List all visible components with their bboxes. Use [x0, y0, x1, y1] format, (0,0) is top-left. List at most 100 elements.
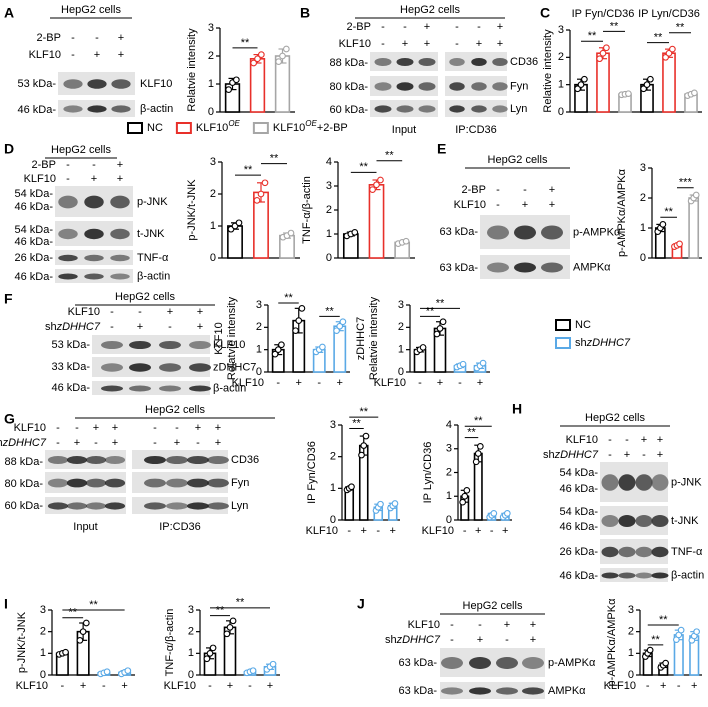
kda-marker: 54 kDa-: [559, 506, 598, 518]
blot-band: [492, 105, 508, 113]
condition-sign: -: [110, 321, 114, 333]
blot-band: [207, 478, 229, 488]
blot-band: [159, 385, 181, 392]
y-tick-label: 3: [446, 443, 452, 455]
y-axis-label: TNF-α/β-actin: [301, 176, 313, 244]
y-tick-label: 2: [326, 204, 332, 216]
significance-label: **: [588, 30, 597, 42]
x-tick-label: -: [208, 680, 212, 692]
data-point: [360, 442, 368, 449]
panel-letter: F: [4, 291, 13, 307]
blot-band: [58, 273, 78, 280]
condition-sign: -: [523, 184, 527, 196]
condition-italic: zDHHC7: [2, 437, 47, 449]
blot-band: [541, 262, 563, 273]
blot-band: [101, 341, 123, 349]
condition-sign: +: [497, 21, 503, 33]
y-tick-label: 1: [446, 490, 452, 502]
y-axis-label: TNF-α/β-actin: [164, 609, 176, 677]
blot-header: HepG2 cells: [115, 291, 175, 303]
data-point: [225, 86, 232, 93]
data-point: [461, 492, 469, 500]
data-point: [599, 49, 607, 57]
kda-marker: 63 kDa-: [439, 262, 478, 274]
kda-marker: 63 kDa-: [398, 685, 437, 697]
condition-sign: +: [197, 321, 203, 333]
condition-sign: +: [118, 49, 124, 61]
significance-label: **: [659, 614, 668, 626]
panel-letter: D: [4, 141, 14, 157]
blot-band: [374, 58, 392, 66]
data-point: [474, 450, 482, 457]
condition-sign: +: [93, 422, 99, 434]
x-tick-label: -: [376, 525, 380, 537]
condition-sign: -: [455, 21, 459, 33]
panel-letter: C: [540, 5, 550, 21]
condition-sign: -: [66, 173, 70, 185]
data-point: [377, 500, 384, 508]
x-tick-label: -: [248, 680, 252, 692]
data-point: [274, 346, 282, 354]
condition-sign: -: [56, 437, 60, 449]
blot-band: [522, 657, 544, 669]
blot-band: [635, 572, 653, 579]
blot-band: [129, 341, 151, 349]
data-point: [362, 432, 370, 440]
condition-sign: +: [174, 437, 180, 449]
blot-band: [58, 195, 78, 209]
blot-image: [440, 682, 545, 699]
data-point: [319, 343, 326, 351]
condition-sign: -: [153, 422, 157, 434]
condition-sign: -: [450, 619, 454, 631]
blot-band: [66, 456, 88, 464]
condition-text: sh: [543, 449, 555, 461]
y-tick-label: 3: [628, 604, 634, 616]
blot-band: [104, 478, 126, 488]
blot-band: [84, 273, 104, 280]
y-tick-label: 1: [398, 344, 404, 356]
data-point: [476, 443, 484, 450]
condition-sign: +: [424, 21, 430, 33]
x-tick-label: +: [361, 525, 367, 537]
kda-marker: 63 kDa-: [439, 226, 478, 238]
group-label: IP Fyn/CD36: [572, 8, 635, 20]
legend-name: sh: [575, 337, 587, 349]
blot-band: [66, 478, 88, 488]
blot-band: [101, 385, 123, 392]
blot-band: [487, 225, 509, 240]
condition-sign: +: [117, 173, 123, 185]
condition-sign: -: [71, 49, 75, 61]
significance-label: **: [359, 406, 368, 418]
y-tick-label: 0: [40, 669, 46, 681]
condition-sign: -: [175, 422, 179, 434]
condition-name: shzDHHC7: [0, 437, 47, 449]
blot-band: [651, 572, 669, 579]
y-axis-label: Relatvie intensity: [186, 28, 198, 112]
y-tick-label: 3: [326, 180, 332, 192]
panel-letter: H: [512, 401, 522, 417]
data-point: [439, 318, 447, 326]
y-tick-label: 2: [188, 626, 194, 638]
condition-sign: +: [549, 199, 555, 211]
blot-band: [514, 225, 536, 240]
y-tick-label: 3: [330, 419, 336, 431]
protein-label: β-actin: [137, 270, 170, 282]
protein-label: Fyn: [510, 80, 528, 92]
legend-label: KLF10OE+2-BP: [273, 119, 348, 134]
y-tick-label: 0: [398, 366, 404, 378]
data-point: [373, 181, 380, 189]
blot-band: [635, 515, 653, 527]
significance-label: **: [426, 305, 435, 317]
legend-label: shzDHHC7: [575, 337, 631, 349]
x-tick-label: +: [227, 680, 233, 692]
section-label: Input: [392, 124, 416, 136]
y-tick-label: 1: [256, 344, 262, 356]
data-point: [336, 322, 344, 330]
condition-italic: zDHHC7: [396, 634, 441, 646]
significance-label: **: [216, 605, 225, 617]
condition-sign: +: [530, 634, 536, 646]
blot-band: [84, 254, 104, 262]
condition-name: shzDHHC7: [385, 634, 441, 646]
data-point: [459, 498, 467, 506]
condition-sign: +: [657, 434, 663, 446]
